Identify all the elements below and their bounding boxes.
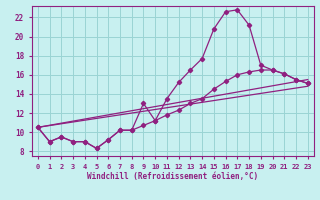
X-axis label: Windchill (Refroidissement éolien,°C): Windchill (Refroidissement éolien,°C) — [87, 172, 258, 181]
